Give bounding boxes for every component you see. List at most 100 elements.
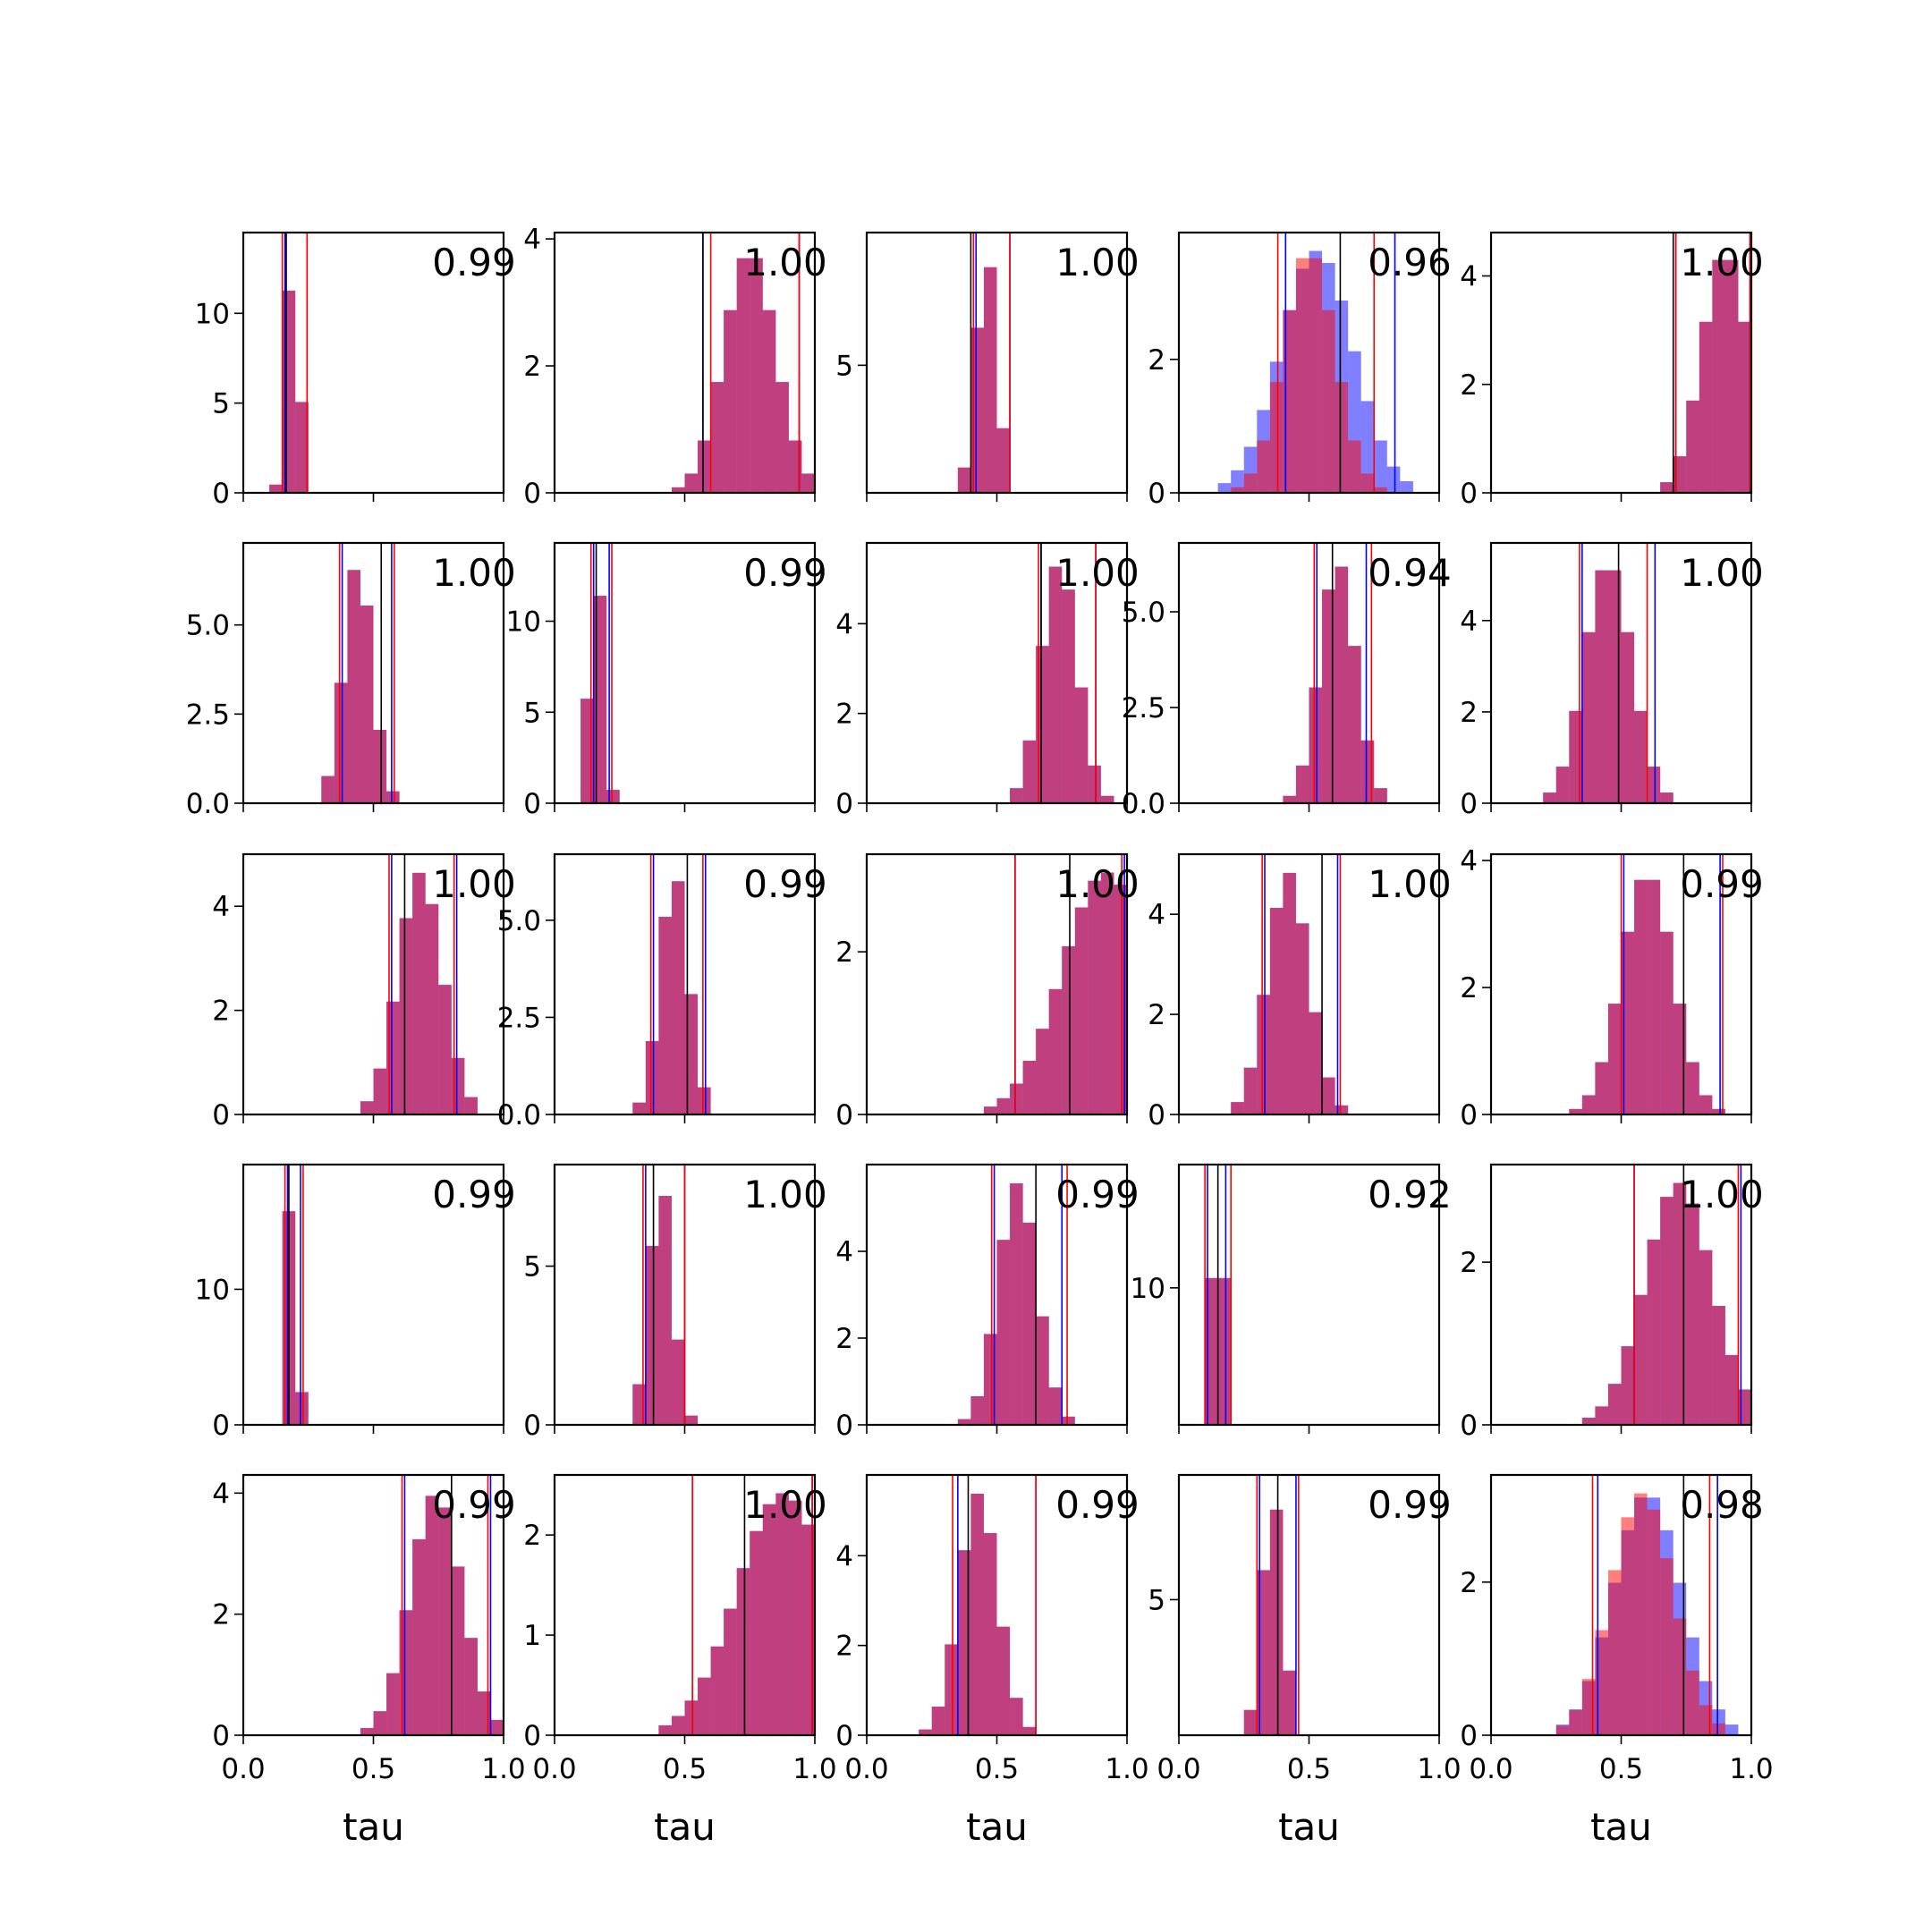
y-tick-label: 2 [212, 996, 230, 1028]
red-bar [1283, 1670, 1296, 1735]
red-bar [1660, 931, 1674, 1114]
red-bar [957, 467, 971, 493]
panel-12: 0.0 2.5 5.0 0.99 [497, 852, 827, 1131]
y-tick-label: 2 [212, 1599, 230, 1631]
red-bar [671, 487, 685, 493]
red-bar [360, 1727, 374, 1735]
red-bar [1647, 1239, 1661, 1425]
panel-value-label: 1.00 [1680, 1173, 1764, 1216]
red-bar [1022, 1060, 1037, 1114]
blue-bar [1231, 470, 1244, 493]
red-bar [1699, 1095, 1713, 1114]
blue-bar [1724, 1724, 1739, 1735]
red-bar [1647, 767, 1661, 803]
y-tick-label: 4 [1460, 606, 1478, 638]
red-bar [762, 1504, 776, 1735]
panel-25: 0 2 0.98 0.0 0.5 1.0 tau [1460, 1473, 1774, 1849]
red-bar [1634, 1493, 1648, 1735]
red-bar [1022, 740, 1037, 803]
red-bar [1231, 1102, 1244, 1114]
red-bar [1231, 487, 1244, 493]
red-bar [970, 1396, 984, 1425]
x-tick-label: 0.5 [1287, 1753, 1331, 1785]
panel-8: 0 2 4 1.00 [835, 541, 1140, 820]
panel-20: 021.00 [1460, 1163, 1764, 1442]
y-tick-label: 0 [835, 1410, 853, 1442]
red-bar [1348, 646, 1361, 803]
y-tick-label: 0 [523, 1410, 541, 1442]
red-bar [1581, 1418, 1596, 1425]
panel-value-label: 0.99 [1055, 1173, 1140, 1216]
red-bar [1724, 1354, 1739, 1425]
red-bar [425, 903, 439, 1114]
red-bar [1257, 440, 1270, 493]
red-bar [788, 1500, 802, 1735]
red-bar [1607, 1570, 1622, 1735]
red-bar [1309, 687, 1323, 803]
red-bar [438, 1507, 452, 1735]
red-bar [1543, 792, 1556, 803]
red-bar [1036, 1316, 1049, 1425]
red-bar [698, 1677, 711, 1735]
panel-value-label: 0.99 [1055, 1483, 1140, 1527]
red-bar [1022, 1726, 1037, 1735]
blue-bar [1386, 466, 1401, 493]
y-tick-label: 2 [1148, 344, 1165, 377]
x-tick-label: 0.5 [352, 1753, 395, 1785]
panel-value-label: 0.92 [1368, 1173, 1452, 1216]
red-bar [412, 1538, 426, 1735]
red-bar [1335, 382, 1349, 493]
red-bar [1660, 1558, 1674, 1735]
y-tick-label: 5 [523, 1251, 541, 1284]
red-bar [1309, 1012, 1323, 1114]
red-bar [1348, 440, 1361, 493]
panel-2: 0 2 4 1.00 [523, 224, 826, 510]
red-bar [1621, 1517, 1635, 1735]
x-tick-label: 0.5 [663, 1753, 707, 1785]
red-bar [1621, 1346, 1635, 1425]
red-bar [684, 473, 699, 493]
red-bar [996, 1097, 1011, 1114]
y-tick-label: 5.0 [186, 610, 230, 642]
red-bar [1581, 1095, 1596, 1114]
y-tick-label: 2 [1460, 1567, 1478, 1599]
x-tick-label: 1.0 [481, 1753, 525, 1785]
red-bar [983, 1106, 997, 1114]
red-bar [1283, 872, 1296, 1114]
red-bar [1595, 1062, 1608, 1114]
red-bar [347, 570, 360, 803]
red-bar [1374, 788, 1387, 803]
red-bar [373, 1711, 387, 1735]
panel-value-label: 1.00 [432, 862, 516, 906]
panel-value-label: 1.00 [743, 1173, 827, 1216]
red-bar [1062, 1416, 1075, 1425]
red-bar [658, 916, 672, 1114]
panel-5: 0 2 4 1.00 [1460, 231, 1764, 510]
red-bar [1686, 1062, 1699, 1114]
x-tick-label: 1.0 [1417, 1753, 1461, 1785]
red-bar [762, 309, 776, 493]
red-bar [451, 1566, 465, 1735]
y-tick-label: 2 [835, 936, 853, 969]
panel-value-label: 0.99 [432, 1483, 516, 1527]
red-bar [684, 1700, 699, 1735]
red-bar [1269, 1509, 1284, 1735]
panel-10: 0 2 4 1.00 [1460, 541, 1764, 820]
y-tick-label: 4 [1148, 899, 1165, 931]
y-tick-label: 2 [523, 351, 541, 383]
red-bar [1295, 923, 1309, 1114]
y-tick-label: 0 [212, 1410, 230, 1442]
red-bar [1569, 1108, 1582, 1114]
x-tick-label: 1.0 [792, 1753, 836, 1785]
x-axis-label: tau [343, 1805, 404, 1849]
panel-24: 5 0.99 0.0 0.5 1.0 tau [1148, 1473, 1462, 1849]
red-bar [321, 775, 335, 803]
red-bar [1074, 687, 1089, 803]
y-tick-label: 10 [1131, 1273, 1165, 1305]
y-tick-label: 5.0 [497, 905, 541, 937]
red-bar [698, 440, 711, 493]
red-bar [1335, 566, 1349, 803]
y-tick-label: 0 [835, 1720, 853, 1752]
x-tick-label: 0.0 [532, 1753, 576, 1785]
panel-value-label: 1.00 [1055, 241, 1140, 284]
